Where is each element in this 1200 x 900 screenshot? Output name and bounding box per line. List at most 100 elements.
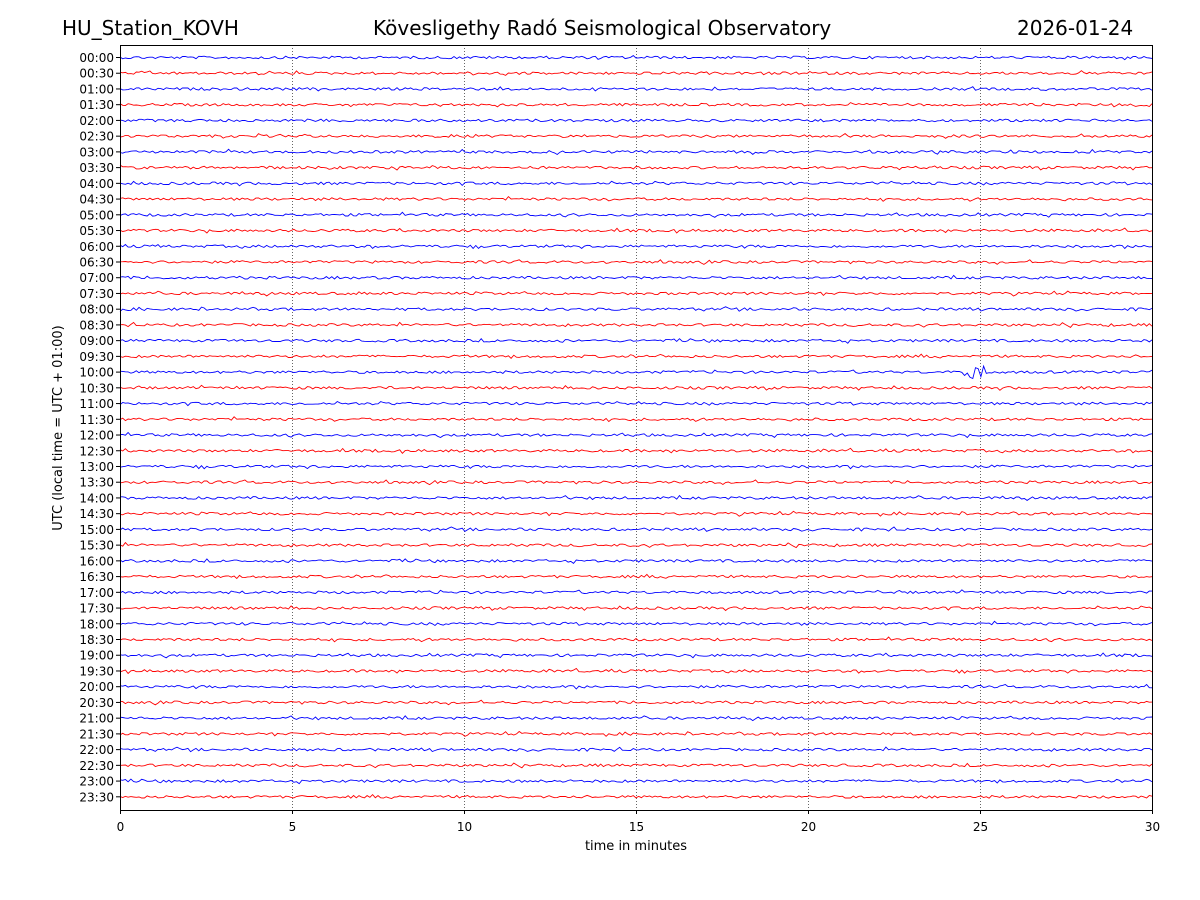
y-tick-label: 02:00 (79, 114, 114, 128)
trace-1430 (119, 510, 1153, 517)
y-tick-label: 04:30 (79, 193, 114, 207)
trace-0100 (119, 86, 1153, 92)
y-tick-label: 01:00 (79, 82, 114, 96)
x-tick-label: 10 (457, 820, 472, 834)
x-axis-ticks: 0 5 10 15 20 25 30 (117, 810, 1160, 834)
y-tick-label: 12:30 (79, 444, 114, 458)
trace-1600 (119, 558, 1153, 565)
y-tick-label: 17:00 (79, 586, 114, 600)
plot-frame (120, 45, 1153, 811)
trace-0330 (119, 164, 1153, 171)
y-tick-label: 10:00 (79, 366, 114, 380)
y-tick-label: 18:00 (79, 617, 114, 631)
trace-1230 (119, 447, 1153, 454)
trace-1530 (119, 541, 1153, 549)
y-tick-label: 09:00 (79, 334, 114, 348)
trace-0930 (119, 353, 1153, 359)
trace-1300 (119, 464, 1153, 470)
x-tick-label: 20 (801, 820, 816, 834)
y-tick-label: 10:30 (79, 381, 114, 395)
trace-1130 (119, 416, 1153, 423)
trace-0500 (119, 211, 1153, 218)
y-tick-label: 17:30 (79, 602, 114, 616)
trace-0300 (119, 148, 1153, 156)
y-tick-label: 19:00 (79, 649, 114, 663)
y-tick-label: 05:30 (79, 224, 114, 238)
y-tick-label: 15:00 (79, 523, 114, 537)
y-tick-label: 09:30 (79, 350, 114, 364)
x-tick-label: 30 (1145, 820, 1160, 834)
y-tick-label: 22:30 (79, 759, 114, 773)
trace-2000 (119, 683, 1153, 690)
trace-0530 (119, 227, 1153, 234)
trace-2130 (119, 730, 1153, 737)
y-tick-label: 04:00 (79, 177, 114, 191)
trace-1900 (119, 652, 1153, 659)
y-tick-label: 11:30 (79, 413, 114, 427)
trace-1400 (120, 494, 1153, 501)
y-tick-label: 01:30 (79, 98, 114, 112)
trace-0730 (119, 290, 1153, 297)
y-tick-label: 13:30 (79, 476, 114, 490)
chart-title: Kövesligethy Radó Seismological Observat… (373, 16, 832, 40)
trace-0230 (119, 133, 1153, 139)
y-tick-label: 21:30 (79, 727, 114, 741)
trace-1330 (119, 479, 1153, 486)
trace-0130 (119, 102, 1153, 108)
y-tick-label: 08:30 (79, 318, 114, 332)
y-axis-label: UTC (local time = UTC + 01:00) (51, 325, 66, 530)
date-label: 2026-01-24 (1017, 16, 1134, 40)
y-tick-label: 03:00 (79, 145, 114, 159)
trace-1830 (119, 636, 1153, 643)
x-tick-label: 25 (973, 820, 988, 834)
y-tick-label: 20:00 (79, 680, 114, 694)
trace-1100 (119, 400, 1153, 407)
y-tick-label: 15:30 (79, 539, 114, 553)
y-tick-label: 02:30 (79, 130, 114, 144)
trace-1800 (119, 620, 1153, 627)
y-tick-label: 07:00 (79, 271, 114, 285)
y-tick-label: 08:00 (79, 303, 114, 317)
trace-2200 (119, 746, 1153, 753)
trace-1200 (119, 431, 1153, 439)
y-tick-label: 20:30 (79, 696, 114, 710)
y-tick-label: 22:00 (79, 743, 114, 757)
y-tick-label: 12:00 (79, 429, 114, 443)
y-tick-label: 05:00 (79, 208, 114, 222)
trace-0200 (119, 118, 1153, 123)
trace-0630 (119, 259, 1153, 265)
trace-2230 (119, 762, 1153, 769)
y-tick-label: 00:30 (79, 67, 114, 81)
trace-0700 (119, 274, 1153, 280)
trace-2030 (120, 699, 1153, 706)
seismic-traces (119, 55, 1153, 799)
x-tick-label: 5 (289, 820, 297, 834)
y-tick-label: 06:30 (79, 255, 114, 269)
trace-0600 (119, 243, 1153, 250)
x-tick-label: 0 (117, 820, 125, 834)
trace-1000 (119, 364, 1153, 380)
trace-2300 (119, 778, 1153, 785)
y-tick-label: 14:30 (79, 507, 114, 521)
y-tick-label: 16:30 (79, 570, 114, 584)
x-tick-label: 15 (629, 820, 644, 834)
y-tick-label: 11:00 (79, 397, 114, 411)
y-tick-label: 16:00 (79, 554, 114, 568)
y-tick-label: 18:30 (79, 633, 114, 647)
trace-1630 (119, 573, 1153, 580)
station-label: HU_Station_KOVH (62, 16, 239, 40)
y-tick-label: 03:30 (79, 161, 114, 175)
trace-1730 (119, 605, 1153, 612)
y-tick-label: 13:00 (79, 460, 114, 474)
y-tick-label: 21:00 (79, 712, 114, 726)
x-axis-label: time in minutes (585, 839, 687, 854)
trace-0900 (119, 338, 1153, 344)
trace-0030 (119, 70, 1153, 76)
trace-0400 (119, 180, 1153, 187)
y-tick-label: 07:30 (79, 287, 114, 301)
trace-1500 (119, 526, 1153, 532)
trace-0000 (119, 55, 1153, 61)
y-tick-label: 14:00 (79, 491, 114, 505)
